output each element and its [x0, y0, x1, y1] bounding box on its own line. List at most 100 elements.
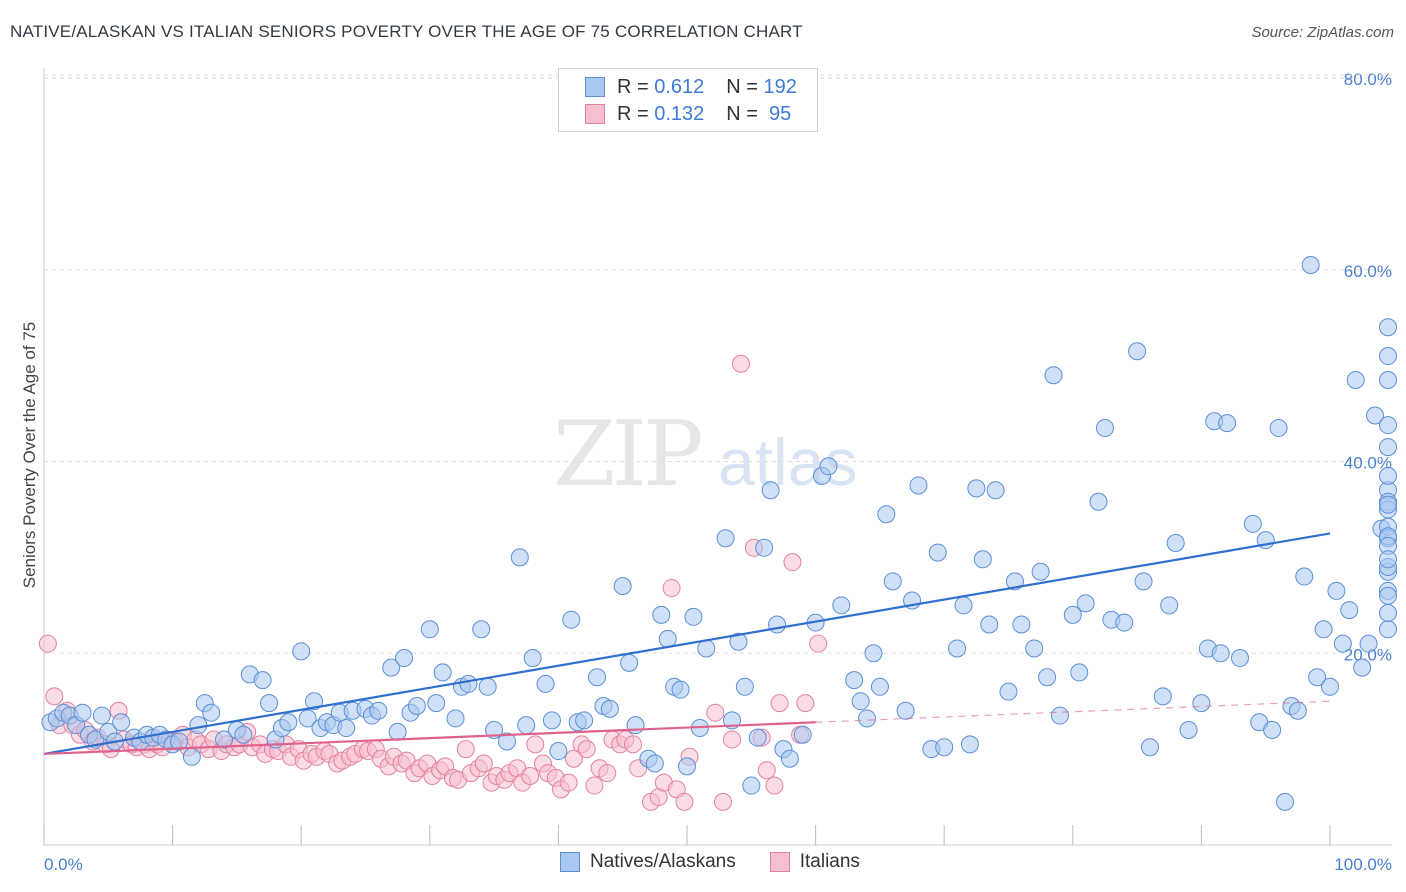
italian-point: [714, 792, 733, 811]
native-point: [1050, 706, 1069, 725]
italian-point: [732, 354, 751, 373]
native-point: [768, 615, 787, 634]
native-point: [1353, 658, 1372, 677]
native-point: [1089, 492, 1108, 511]
native-point: [510, 548, 529, 567]
native-point: [954, 596, 973, 615]
native-point: [1115, 613, 1134, 632]
native-point: [112, 713, 131, 732]
bottom-swatch-blue: [560, 852, 580, 872]
native-point: [1134, 572, 1153, 591]
native-point: [1166, 533, 1185, 552]
bottom-legend: Natives/Alaskans Italians: [560, 851, 894, 873]
native-point: [305, 692, 324, 711]
native-point: [1095, 418, 1114, 437]
native-point: [382, 658, 401, 677]
native-point: [761, 481, 780, 500]
native-point: [671, 680, 690, 699]
native-point: [600, 699, 619, 718]
native-point: [716, 529, 735, 548]
italian-point: [796, 694, 815, 713]
italian-point: [526, 735, 545, 754]
native-point: [620, 653, 639, 672]
italian-point: [623, 735, 642, 754]
native-point: [234, 725, 253, 744]
native-point: [1321, 677, 1339, 696]
native-point: [1379, 586, 1397, 605]
native-point: [819, 457, 838, 476]
italian-point: [706, 703, 725, 722]
native-point: [967, 479, 986, 498]
native-point: [1340, 601, 1359, 620]
native-point: [1063, 605, 1082, 624]
legend-swatch-blue: [585, 77, 605, 97]
native-point: [851, 692, 870, 711]
native-point: [980, 615, 999, 634]
native-point: [1076, 594, 1095, 613]
native-point: [864, 644, 883, 663]
native-point: [1379, 318, 1397, 337]
native-point: [253, 671, 272, 690]
native-point: [877, 505, 896, 524]
native-point: [446, 709, 465, 728]
native-point: [472, 620, 491, 639]
native-point: [883, 572, 902, 591]
native-point: [1160, 596, 1179, 615]
italian-point: [765, 776, 784, 795]
italian-point: [598, 764, 617, 783]
native-point: [1359, 634, 1378, 653]
legend-r-value: 0.132: [654, 102, 705, 125]
native-point: [549, 742, 568, 761]
native-point: [780, 749, 799, 768]
native-point: [395, 649, 414, 668]
y-tick-label: 80.0%: [1344, 70, 1392, 89]
native-point: [928, 543, 947, 562]
x-tick-label: 0.0%: [44, 855, 83, 874]
legend-row-italians: R = 0.132 N = 95: [585, 101, 791, 127]
native-point: [427, 694, 446, 713]
native-point: [420, 620, 439, 639]
native-point: [1346, 371, 1365, 390]
native-point: [1230, 649, 1249, 668]
bottom-swatch-pink: [769, 852, 790, 872]
native-point: [729, 632, 748, 651]
native-point: [1211, 644, 1230, 663]
native-point: [697, 639, 716, 658]
native-point: [748, 728, 767, 747]
native-point: [215, 730, 234, 749]
italian-point: [809, 634, 828, 653]
native-point: [517, 716, 536, 735]
italian-point: [757, 761, 776, 780]
native-point: [845, 671, 864, 690]
native-point: [337, 719, 356, 738]
legend-r-label: R =: [617, 102, 655, 125]
native-point: [1070, 663, 1089, 682]
native-point: [1379, 495, 1397, 514]
native-point: [1243, 514, 1262, 533]
native-point: [973, 550, 992, 569]
native-point: [1301, 255, 1320, 274]
native-point: [388, 722, 407, 741]
legend-row-natives: R = 0.612 N = 192: [585, 74, 797, 100]
native-trend-line: [43, 532, 1331, 756]
native-point: [960, 735, 979, 754]
native-point: [260, 694, 279, 713]
y-tick-label: 20.0%: [1344, 645, 1392, 664]
italian-point: [45, 687, 64, 706]
native-point: [279, 713, 298, 732]
source-label: Source: ZipAtlas.com: [1251, 24, 1394, 41]
native-point: [1379, 466, 1397, 485]
native-point: [189, 716, 208, 735]
native-point: [1295, 567, 1314, 586]
italian-trend-line: [43, 721, 816, 756]
native-point: [652, 605, 671, 624]
x-tick-label: 100.0%: [1334, 855, 1392, 874]
native-point: [1308, 668, 1327, 687]
italian-point: [783, 553, 802, 572]
italian-point: [456, 740, 475, 759]
native-point: [1275, 792, 1294, 811]
chart-title: NATIVE/ALASKAN VS ITALIAN SENIORS POVERT…: [10, 22, 803, 41]
native-point: [909, 476, 928, 495]
native-point: [948, 639, 967, 658]
